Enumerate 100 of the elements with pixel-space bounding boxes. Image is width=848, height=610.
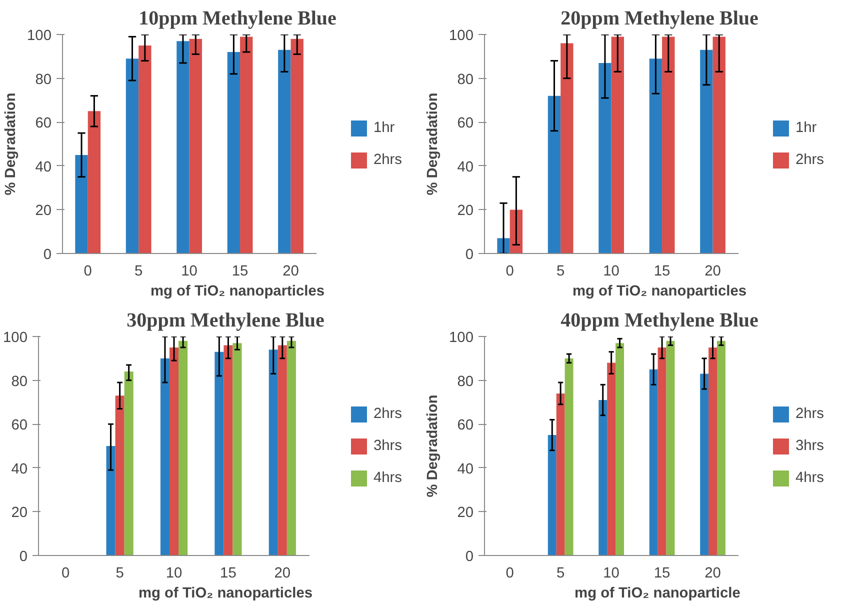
- bar: [708, 347, 717, 556]
- bar: [278, 345, 287, 556]
- bar: [232, 343, 242, 556]
- y-tick-label: 100: [27, 28, 52, 44]
- chart-title: 30ppm Methylene Blue: [126, 310, 325, 332]
- bar: [286, 340, 296, 556]
- bar: [278, 50, 291, 254]
- legend-label: 1hr: [373, 120, 395, 136]
- legend-label: 3hrs: [373, 438, 402, 454]
- x-tick-label: 5: [116, 566, 124, 582]
- y-tick-label: 0: [465, 549, 474, 565]
- bar: [75, 154, 88, 254]
- bar: [666, 340, 675, 556]
- legend-label: 4hrs: [373, 470, 402, 486]
- bar: [160, 358, 170, 556]
- y-tick-label: 20: [457, 505, 474, 522]
- x-tick-label: 10: [603, 264, 620, 280]
- bar: [169, 347, 179, 556]
- x-tick-label: 15: [654, 264, 670, 280]
- legend-label: 2hrs: [373, 406, 402, 422]
- bar: [224, 345, 233, 556]
- bar: [115, 396, 124, 556]
- bar: [716, 340, 726, 556]
- chart-title: 20ppm Methylene Blue: [560, 8, 759, 30]
- x-tick-label: 20: [704, 566, 721, 582]
- bar: [176, 41, 190, 254]
- bar: [564, 358, 574, 556]
- x-tick-label: 0: [506, 264, 514, 280]
- y-axis-title: % Degradation: [425, 92, 442, 196]
- bar: [556, 393, 565, 556]
- legend-label: 3hrs: [795, 438, 824, 454]
- y-tick-label: 20: [457, 203, 474, 220]
- y-tick-label: 60: [35, 116, 52, 132]
- legend-label: 4hrs: [795, 470, 824, 486]
- legend-label: 2hrs: [373, 152, 402, 168]
- x-tick-label: 10: [181, 264, 198, 280]
- bar: [548, 96, 561, 254]
- bar: [616, 343, 624, 556]
- y-tick-label: 0: [43, 247, 52, 263]
- x-axis-title: mg of TiO₂ nanoparticles: [150, 284, 324, 300]
- bar: [268, 350, 278, 556]
- legend-label: 2hrs: [795, 406, 824, 422]
- x-tick-label: 5: [556, 566, 565, 582]
- x-tick-label: 0: [506, 566, 514, 582]
- bar: [124, 372, 134, 556]
- chart-title: 10ppm Methylene Blue: [138, 8, 337, 30]
- bar: [607, 362, 616, 556]
- y-tick-label: 80: [35, 72, 52, 88]
- bar: [106, 446, 116, 556]
- y-tick-label: 20: [35, 203, 52, 220]
- y-tick-label: 80: [11, 374, 28, 390]
- y-axis-title: % Degradation: [425, 394, 442, 498]
- bar: [658, 347, 666, 556]
- bar: [700, 374, 709, 556]
- bar: [214, 352, 224, 556]
- x-tick-label: 0: [84, 264, 92, 280]
- x-tick-label: 20: [274, 566, 291, 582]
- bar: [290, 38, 304, 254]
- bar: [700, 50, 713, 254]
- bar: [649, 58, 662, 254]
- y-axis-title: % Degradation: [3, 92, 20, 196]
- x-tick-label: 10: [166, 566, 182, 582]
- bar: [598, 62, 612, 254]
- x-axis-title: mg of TiO₂ nanoparticle: [574, 586, 740, 602]
- y-tick-label: 40: [35, 159, 52, 176]
- x-axis-title: mg of TiO₂ nanoparticles: [138, 586, 312, 602]
- x-tick-label: 20: [704, 264, 721, 280]
- y-tick-label: 80: [457, 72, 474, 88]
- y-tick-label: 40: [457, 461, 474, 478]
- bar: [649, 369, 658, 556]
- bar: [178, 340, 188, 556]
- y-tick-label: 100: [449, 28, 474, 44]
- bar: [548, 435, 556, 556]
- x-tick-label: 5: [134, 264, 143, 280]
- legend-label: 1hr: [795, 120, 817, 136]
- x-tick-label: 15: [220, 566, 236, 582]
- bar: [126, 58, 139, 254]
- y-tick-label: 100: [449, 330, 474, 346]
- bar: [138, 45, 152, 254]
- bar: [560, 43, 574, 254]
- bar: [88, 111, 101, 254]
- x-tick-label: 10: [603, 566, 620, 582]
- bar: [662, 36, 675, 254]
- y-tick-label: 60: [457, 418, 474, 434]
- y-tick-label: 60: [11, 418, 28, 434]
- y-tick-label: 40: [457, 159, 474, 176]
- bar: [598, 400, 608, 556]
- bar: [227, 52, 240, 254]
- y-tick-label: 40: [11, 461, 28, 478]
- bar: [611, 36, 624, 254]
- x-tick-label: 0: [62, 566, 70, 582]
- legend-label: 2hrs: [795, 152, 824, 168]
- chart-title: 40ppm Methylene Blue: [560, 310, 759, 332]
- x-tick-label: 15: [232, 264, 248, 280]
- y-tick-label: 100: [3, 330, 28, 346]
- bar: [240, 36, 253, 254]
- x-tick-label: 15: [654, 566, 670, 582]
- bar: [712, 36, 726, 254]
- y-tick-label: 0: [19, 549, 28, 565]
- y-tick-label: 20: [11, 505, 28, 522]
